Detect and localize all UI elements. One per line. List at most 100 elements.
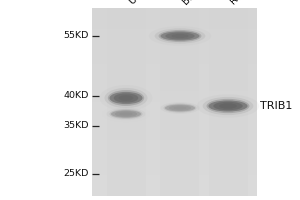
Bar <box>92 117 256 119</box>
Ellipse shape <box>110 109 142 119</box>
Bar <box>92 61 256 63</box>
Ellipse shape <box>156 100 204 116</box>
Bar <box>160 143 200 147</box>
Bar <box>106 170 146 173</box>
Bar <box>92 8 256 10</box>
Bar <box>106 23 146 27</box>
Bar <box>106 155 146 158</box>
Ellipse shape <box>160 31 200 41</box>
Bar <box>92 181 256 183</box>
Bar <box>106 121 146 125</box>
Bar <box>208 79 247 83</box>
Bar <box>208 106 247 110</box>
Bar <box>106 162 146 166</box>
Bar <box>92 173 256 175</box>
Bar <box>92 12 256 14</box>
Bar <box>92 57 256 59</box>
Bar <box>92 29 256 31</box>
Bar <box>92 188 256 190</box>
Ellipse shape <box>114 93 138 103</box>
Bar <box>208 42 247 46</box>
Bar <box>208 143 247 147</box>
Bar <box>208 102 247 106</box>
Bar <box>92 194 256 196</box>
Bar <box>106 188 146 192</box>
Bar <box>208 57 247 61</box>
Bar <box>92 179 256 181</box>
Bar <box>160 177 200 181</box>
Bar <box>92 157 256 158</box>
Ellipse shape <box>203 97 253 115</box>
Bar <box>106 83 146 87</box>
Bar <box>106 185 146 188</box>
Bar <box>106 57 146 61</box>
Bar <box>106 136 146 140</box>
Bar <box>208 155 247 158</box>
Bar <box>92 151 256 153</box>
Bar <box>92 190 256 192</box>
Bar <box>160 102 200 106</box>
Bar <box>92 93 256 94</box>
Bar <box>208 185 247 188</box>
Bar <box>92 172 256 173</box>
Bar <box>92 10 256 12</box>
Bar <box>92 66 256 68</box>
Bar <box>106 72 146 76</box>
Bar <box>106 68 146 72</box>
Bar <box>208 132 247 136</box>
Bar <box>92 64 256 66</box>
Bar <box>92 36 256 38</box>
Bar <box>160 72 200 76</box>
Bar <box>160 106 200 110</box>
Bar <box>106 143 146 147</box>
Bar <box>92 128 256 130</box>
Bar <box>208 53 247 57</box>
Bar <box>208 38 247 42</box>
Bar <box>160 68 200 72</box>
Bar <box>106 87 146 91</box>
Bar <box>160 19 200 23</box>
Bar <box>208 31 247 34</box>
Bar <box>92 134 256 136</box>
Bar <box>160 87 200 91</box>
Bar <box>92 113 256 115</box>
Ellipse shape <box>155 28 205 44</box>
Bar <box>92 94 256 96</box>
Bar <box>208 49 247 53</box>
Ellipse shape <box>197 94 259 118</box>
Ellipse shape <box>219 103 237 109</box>
Bar <box>106 181 146 185</box>
Bar <box>92 136 256 138</box>
Bar <box>208 125 247 128</box>
Bar <box>208 98 247 102</box>
Bar <box>92 21 256 23</box>
Bar <box>92 170 256 172</box>
Bar <box>92 89 256 91</box>
Bar <box>208 188 247 192</box>
Bar <box>92 123 256 125</box>
Bar <box>106 34 146 38</box>
Bar <box>160 147 200 151</box>
Text: Raji: Raji <box>228 0 249 6</box>
Bar <box>92 55 256 57</box>
Bar <box>106 158 146 162</box>
Bar <box>106 166 146 170</box>
Bar <box>92 162 256 164</box>
Bar <box>92 145 256 147</box>
Bar <box>92 147 256 149</box>
Bar <box>106 38 146 42</box>
Bar <box>160 192 200 196</box>
Bar <box>92 44 256 46</box>
Bar <box>208 158 247 162</box>
Ellipse shape <box>149 26 211 46</box>
Bar <box>106 110 146 113</box>
Ellipse shape <box>165 104 195 112</box>
Bar <box>92 34 256 36</box>
Bar <box>92 175 256 177</box>
Bar <box>208 64 247 68</box>
Bar <box>92 98 256 100</box>
Bar <box>92 141 256 143</box>
Bar <box>160 188 200 192</box>
Bar <box>106 94 146 98</box>
Bar <box>106 132 146 136</box>
